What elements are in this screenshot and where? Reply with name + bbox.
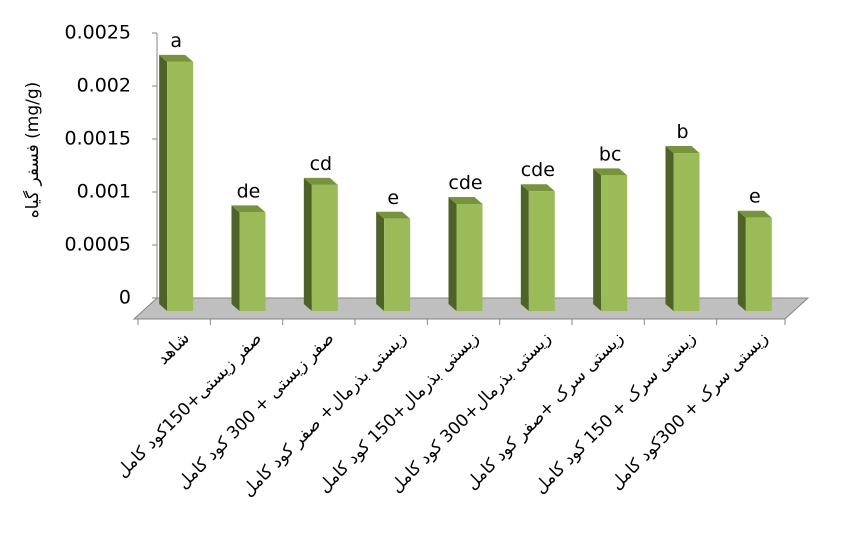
- bar-front-face: [601, 175, 628, 311]
- bar-top-face: [303, 177, 338, 185]
- bar-data-label: bc: [599, 143, 622, 165]
- y-tick-label: 0.0005: [65, 234, 131, 256]
- bar-front-face: [167, 61, 194, 312]
- x-category-label: شاهد: [153, 328, 194, 369]
- bar-front-face: [384, 218, 411, 311]
- y-tick-label: 0.0025: [65, 22, 131, 44]
- bars-layer: [159, 54, 772, 312]
- bar-data-label: a: [170, 30, 182, 52]
- y-tick-label: 0.0015: [65, 128, 131, 150]
- x-category-label: صفر زیستی+150کود کامل: [113, 328, 266, 481]
- bar-top-face: [448, 196, 483, 204]
- bar-top-face: [231, 205, 266, 213]
- bar-top-face: [737, 210, 772, 218]
- bar-front-face: [673, 153, 700, 311]
- bar-top-face: [520, 184, 555, 192]
- bar-side-face: [231, 205, 240, 311]
- bar-side-face: [593, 168, 602, 311]
- bar-top-face: [376, 211, 411, 219]
- bar-front-face: [745, 217, 772, 311]
- bar: [737, 210, 772, 311]
- bar-front-face: [239, 212, 266, 311]
- bar-data-label: cde: [448, 172, 482, 194]
- bar-data-label: cde: [521, 159, 555, 181]
- bar-data-label: b: [676, 121, 688, 143]
- bar-side-face: [665, 146, 674, 311]
- bar: [448, 196, 483, 311]
- bar: [665, 146, 700, 311]
- bar-front-face: [311, 184, 338, 311]
- bar-side-face: [448, 196, 457, 311]
- bar-top-face: [159, 54, 194, 62]
- bar-side-face: [376, 211, 385, 311]
- bar: [231, 205, 266, 311]
- bar: [520, 184, 555, 311]
- y-tick-label: 0.002: [77, 75, 131, 97]
- bar: [376, 211, 411, 311]
- bar-front-face: [456, 203, 483, 311]
- y-tick-label: 0: [119, 287, 131, 309]
- y-axis-title: فسفر گیاه (mg/g): [22, 82, 43, 219]
- bar-side-face: [737, 210, 746, 311]
- bar-top-face: [665, 146, 700, 154]
- bar-data-label: e: [387, 187, 399, 209]
- bar-top-face: [593, 168, 628, 176]
- bar-data-label: de: [237, 180, 261, 202]
- x-category-label: زیستی سرک + 300کود کامل: [607, 328, 773, 494]
- bar: [593, 168, 628, 311]
- bar-side-face: [303, 177, 312, 311]
- bar: [303, 177, 338, 311]
- bar-data-label: e: [749, 186, 761, 208]
- bar-data-label: cd: [310, 153, 333, 175]
- bar-side-face: [159, 54, 168, 312]
- bar-front-face: [528, 191, 555, 311]
- bar-side-face: [520, 184, 529, 311]
- y-tick-label: 0.001: [77, 181, 131, 203]
- bar: [159, 54, 194, 312]
